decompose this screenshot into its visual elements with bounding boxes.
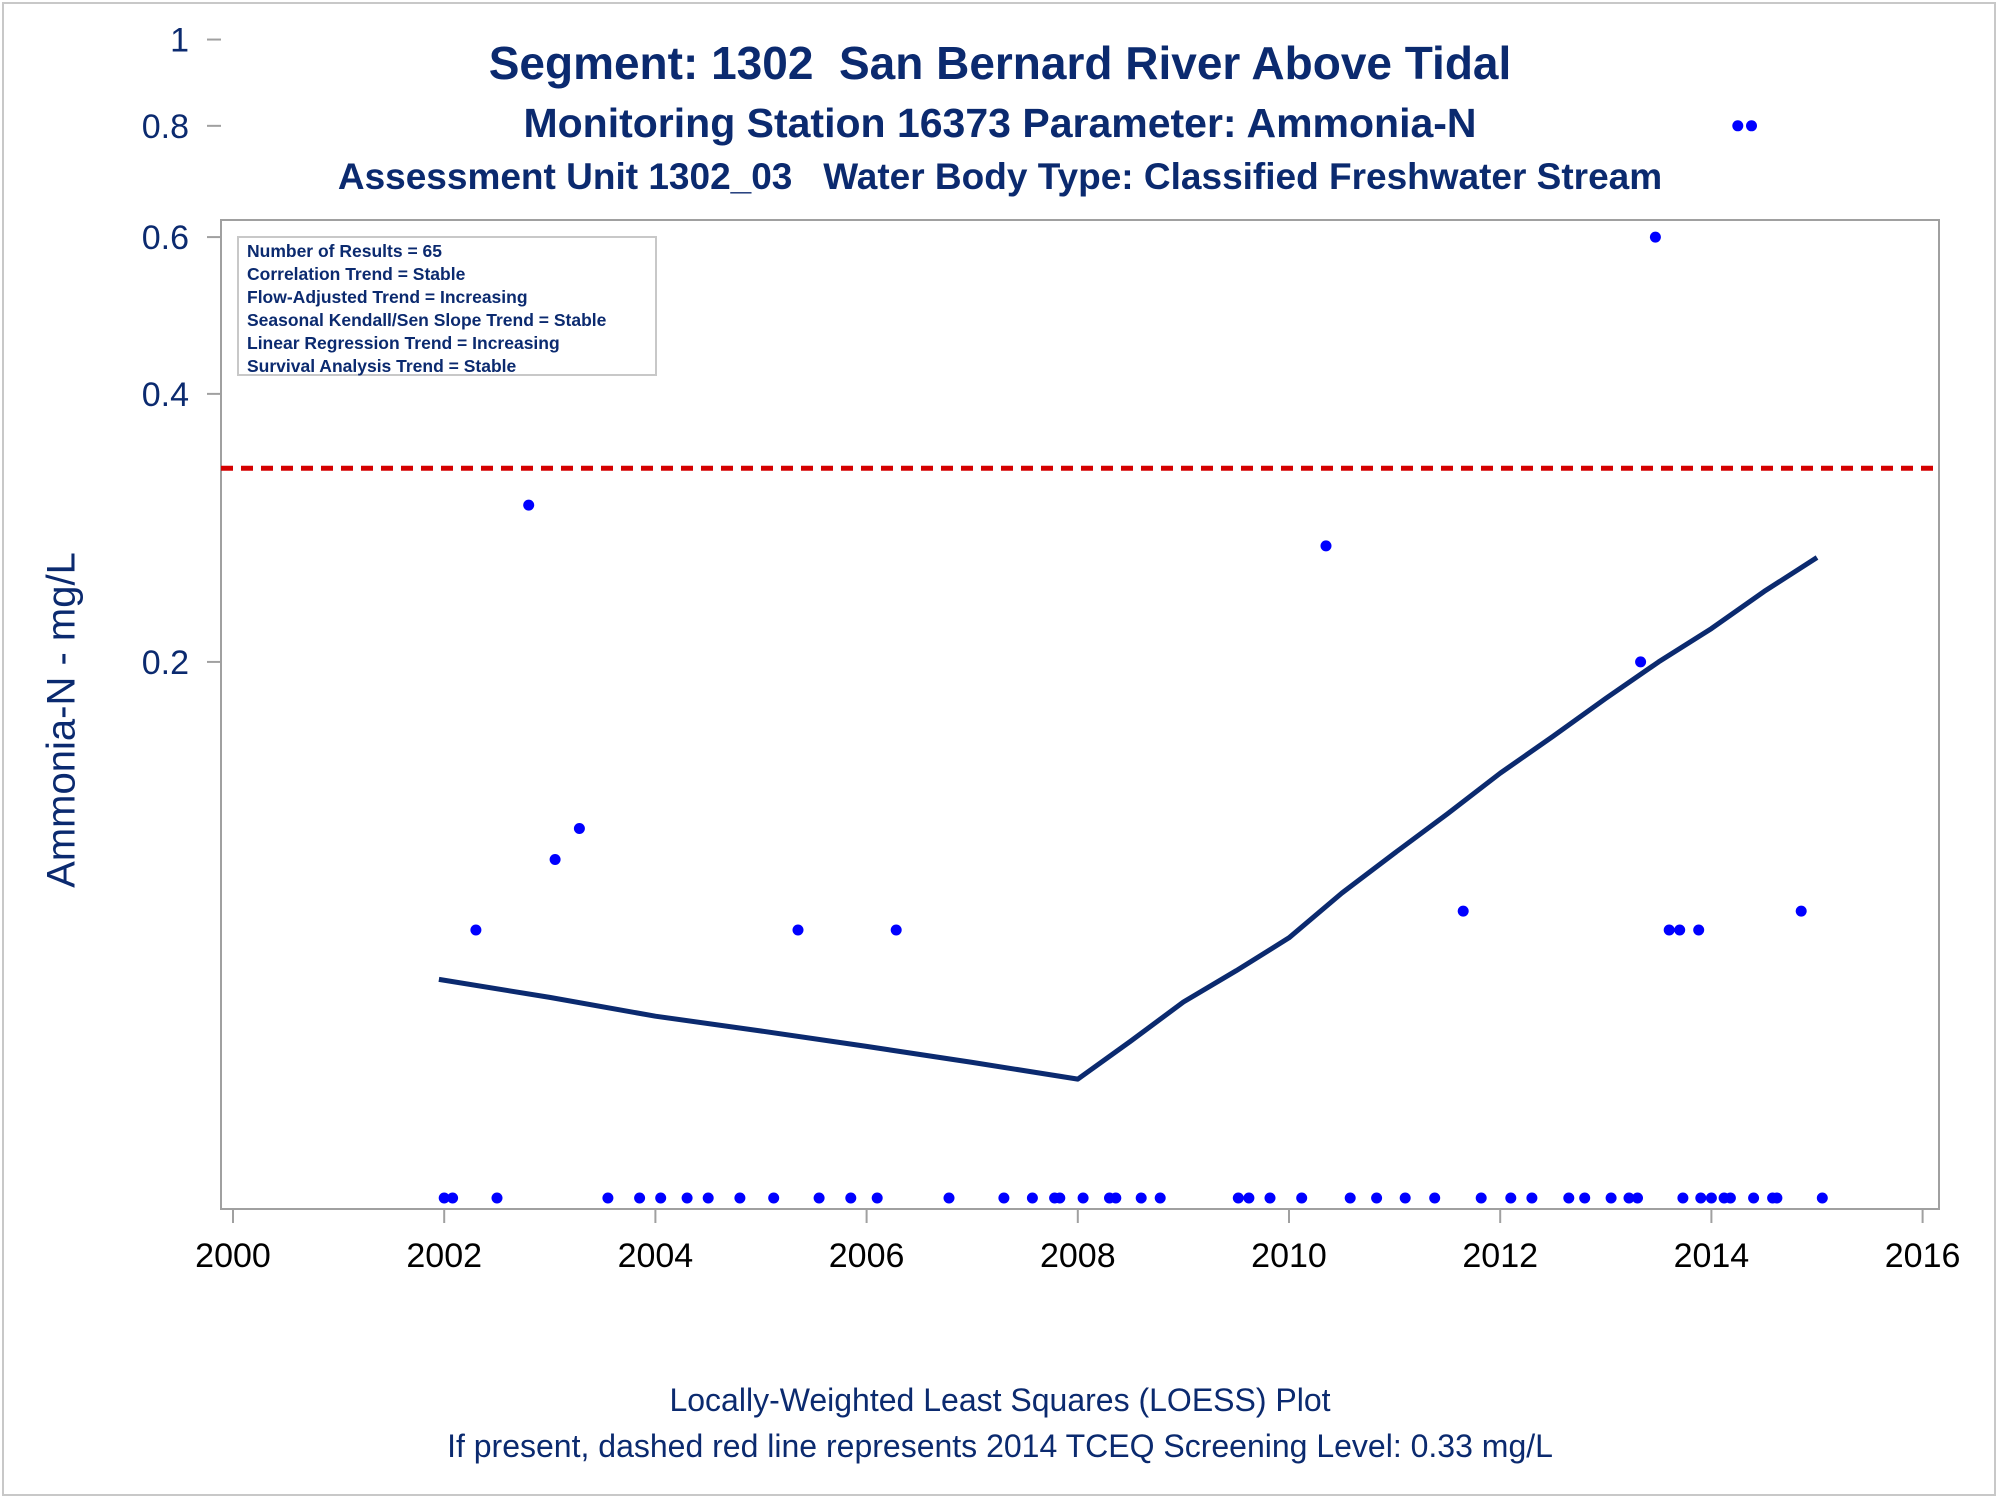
data-point bbox=[1054, 1192, 1066, 1204]
x-tick-label: 2008 bbox=[1040, 1237, 1116, 1275]
plot-area bbox=[220, 219, 1940, 1210]
data-point bbox=[1344, 1192, 1356, 1204]
data-point bbox=[1816, 1192, 1828, 1204]
data-point bbox=[438, 1192, 450, 1204]
data-point bbox=[1579, 1192, 1591, 1204]
data-point bbox=[1264, 1192, 1276, 1204]
data-point bbox=[1563, 1192, 1575, 1204]
data-point bbox=[1677, 1192, 1689, 1204]
data-point bbox=[1371, 1192, 1383, 1204]
data-point bbox=[1674, 924, 1686, 936]
data-point bbox=[1154, 1192, 1166, 1204]
data-point bbox=[1320, 540, 1332, 552]
data-point bbox=[1663, 924, 1675, 936]
data-point bbox=[871, 1192, 883, 1204]
footnote-screening-level: If present, dashed red line represents 2… bbox=[447, 1428, 1553, 1464]
x-tick-label: 2000 bbox=[195, 1237, 271, 1275]
chart-title: Segment: 1302 San Bernard River Above Ti… bbox=[488, 37, 1512, 89]
data-point bbox=[702, 1192, 714, 1204]
data-point bbox=[813, 1192, 825, 1204]
y-tick-label: 0.2 bbox=[142, 644, 189, 682]
data-point bbox=[1795, 905, 1807, 917]
data-point bbox=[1475, 1192, 1487, 1204]
data-point bbox=[1526, 1192, 1538, 1204]
data-point bbox=[1296, 1192, 1308, 1204]
y-tick-label: 0.4 bbox=[142, 376, 189, 414]
data-point bbox=[447, 1192, 459, 1204]
x-tick-label: 2010 bbox=[1251, 1237, 1327, 1275]
data-point bbox=[734, 1192, 746, 1204]
data-point bbox=[1695, 1192, 1707, 1204]
data-point bbox=[1724, 1192, 1736, 1204]
data-point bbox=[1399, 1192, 1411, 1204]
x-tick-label: 2002 bbox=[406, 1237, 482, 1275]
data-point bbox=[768, 1192, 780, 1204]
data-point bbox=[523, 499, 535, 511]
data-point bbox=[634, 1192, 646, 1204]
data-point bbox=[1693, 924, 1705, 936]
data-point bbox=[1746, 120, 1757, 132]
data-point bbox=[1135, 1192, 1147, 1204]
data-point bbox=[549, 854, 561, 865]
chart-subtitle-2: Assessment Unit 1302_03 Water Body Type:… bbox=[337, 156, 1663, 197]
data-point bbox=[602, 1192, 614, 1204]
data-point bbox=[1705, 1192, 1717, 1204]
data-point bbox=[1635, 656, 1647, 668]
stat-seasonal-kendall-trend: Seasonal Kendall/Sen Slope Trend = Stabl… bbox=[247, 310, 607, 330]
x-tick-label: 2012 bbox=[1462, 1237, 1538, 1275]
data-point bbox=[1505, 1192, 1517, 1204]
data-point bbox=[1605, 1192, 1617, 1204]
y-tick-label: 0.8 bbox=[142, 108, 189, 146]
data-point bbox=[1232, 1192, 1244, 1204]
data-point bbox=[1457, 905, 1469, 917]
stat-linear-regression-trend: Linear Regression Trend = Increasing bbox=[247, 333, 560, 353]
stat-survival-analysis-trend: Survival Analysis Trend = Stable bbox=[247, 356, 517, 376]
y-axis-label: Ammonia-N - mg/L bbox=[39, 552, 84, 888]
x-tick-label: 2014 bbox=[1674, 1237, 1750, 1275]
y-tick-label: 0.6 bbox=[142, 219, 189, 257]
loess-trend-line bbox=[438, 555, 1819, 1082]
chart-subtitle: Monitoring Station 16373 Parameter: Ammo… bbox=[523, 100, 1477, 146]
x-tick-label: 2016 bbox=[1885, 1237, 1961, 1275]
data-point bbox=[1771, 1192, 1783, 1204]
data-point bbox=[1243, 1192, 1255, 1204]
data-point bbox=[491, 1192, 503, 1204]
data-point bbox=[998, 1192, 1010, 1204]
x-tick-label: 2004 bbox=[618, 1237, 694, 1275]
data-point bbox=[470, 924, 482, 936]
trend-statistics-box: Number of Results = 65 Correlation Trend… bbox=[237, 236, 657, 376]
data-point bbox=[681, 1192, 693, 1204]
data-point bbox=[890, 924, 902, 936]
data-point bbox=[792, 924, 804, 936]
data-point bbox=[1623, 1192, 1635, 1204]
stat-flow-adjusted-trend: Flow-Adjusted Trend = Increasing bbox=[247, 287, 528, 307]
data-point bbox=[943, 1192, 955, 1204]
data-point bbox=[1748, 1192, 1760, 1204]
data-point bbox=[1429, 1192, 1441, 1204]
data-point bbox=[1632, 1192, 1643, 1204]
footnote-loess: Locally-Weighted Least Squares (LOESS) P… bbox=[669, 1382, 1331, 1418]
data-point bbox=[845, 1192, 857, 1204]
stat-number-of-results: Number of Results = 65 bbox=[247, 241, 442, 261]
data-point bbox=[1649, 231, 1661, 243]
data-point bbox=[1077, 1192, 1089, 1204]
y-tick-label: 1 bbox=[170, 22, 189, 60]
data-point bbox=[1110, 1192, 1122, 1204]
stat-correlation-trend: Correlation Trend = Stable bbox=[247, 264, 466, 284]
data-point bbox=[655, 1192, 667, 1204]
data-point bbox=[1026, 1192, 1038, 1204]
data-point bbox=[1732, 120, 1744, 132]
data-point bbox=[573, 823, 585, 834]
x-tick-label: 2006 bbox=[829, 1237, 905, 1275]
